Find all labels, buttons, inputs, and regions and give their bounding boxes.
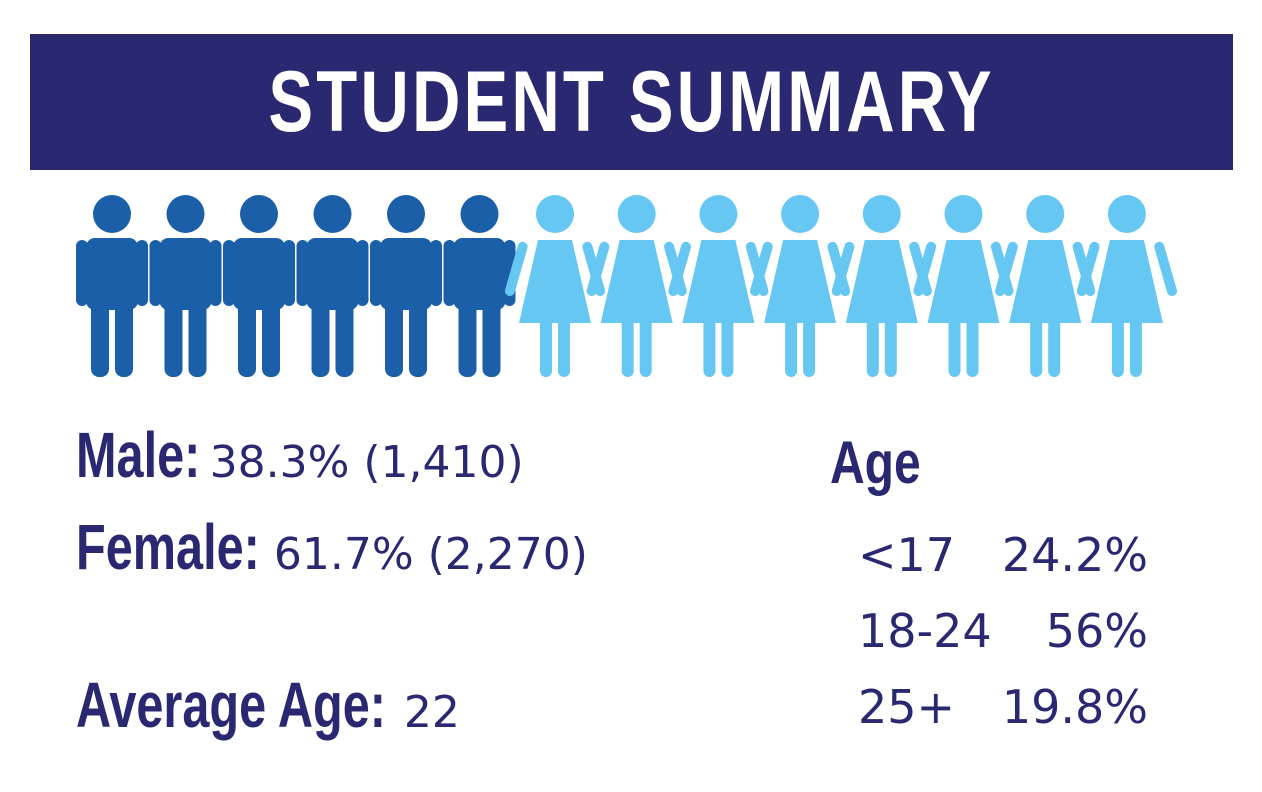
- age-row: 18-24 56%: [858, 604, 1148, 664]
- age-heading: Age: [830, 429, 921, 496]
- average-age-value: 22: [403, 687, 460, 738]
- male-person-icon: [76, 195, 148, 377]
- female-label: Female:: [76, 511, 260, 583]
- age-range: 25+: [858, 680, 956, 734]
- female-person-icon: [1076, 195, 1177, 377]
- age-percent: 56%: [1045, 604, 1148, 658]
- male-person-icon: [296, 195, 369, 377]
- age-range: <17: [858, 528, 956, 582]
- male-person-icon: [370, 195, 442, 377]
- male-person-icon: [443, 195, 516, 377]
- title-banner: STUDENT SUMMARY: [30, 34, 1233, 170]
- age-row: <17 24.2%: [858, 528, 1148, 588]
- female-person-icon: [668, 195, 769, 377]
- female-stat: Female: 61.7% (2,270): [76, 510, 588, 584]
- female-person-icon: [504, 195, 606, 377]
- age-row: 25+ 19.8%: [858, 680, 1148, 740]
- gender-pictogram: [76, 195, 1177, 377]
- male-person-icon: [149, 195, 222, 377]
- age-range: 18-24: [858, 604, 992, 658]
- male-person-icon: [223, 195, 295, 377]
- male-value: 38.3% (1,410): [209, 437, 524, 488]
- page-title: STUDENT SUMMARY: [268, 53, 995, 150]
- male-label: Male:: [76, 419, 201, 491]
- age-percent: 19.8%: [1001, 680, 1148, 734]
- male-stat: Male: 38.3% (1,410): [76, 418, 524, 492]
- female-value: 61.7% (2,270): [273, 529, 588, 580]
- average-age-label: Average Age:: [76, 669, 386, 741]
- age-percent: 24.2%: [1001, 528, 1148, 582]
- female-person-icon: [586, 195, 687, 377]
- average-age-stat: Average Age: 22: [76, 668, 460, 742]
